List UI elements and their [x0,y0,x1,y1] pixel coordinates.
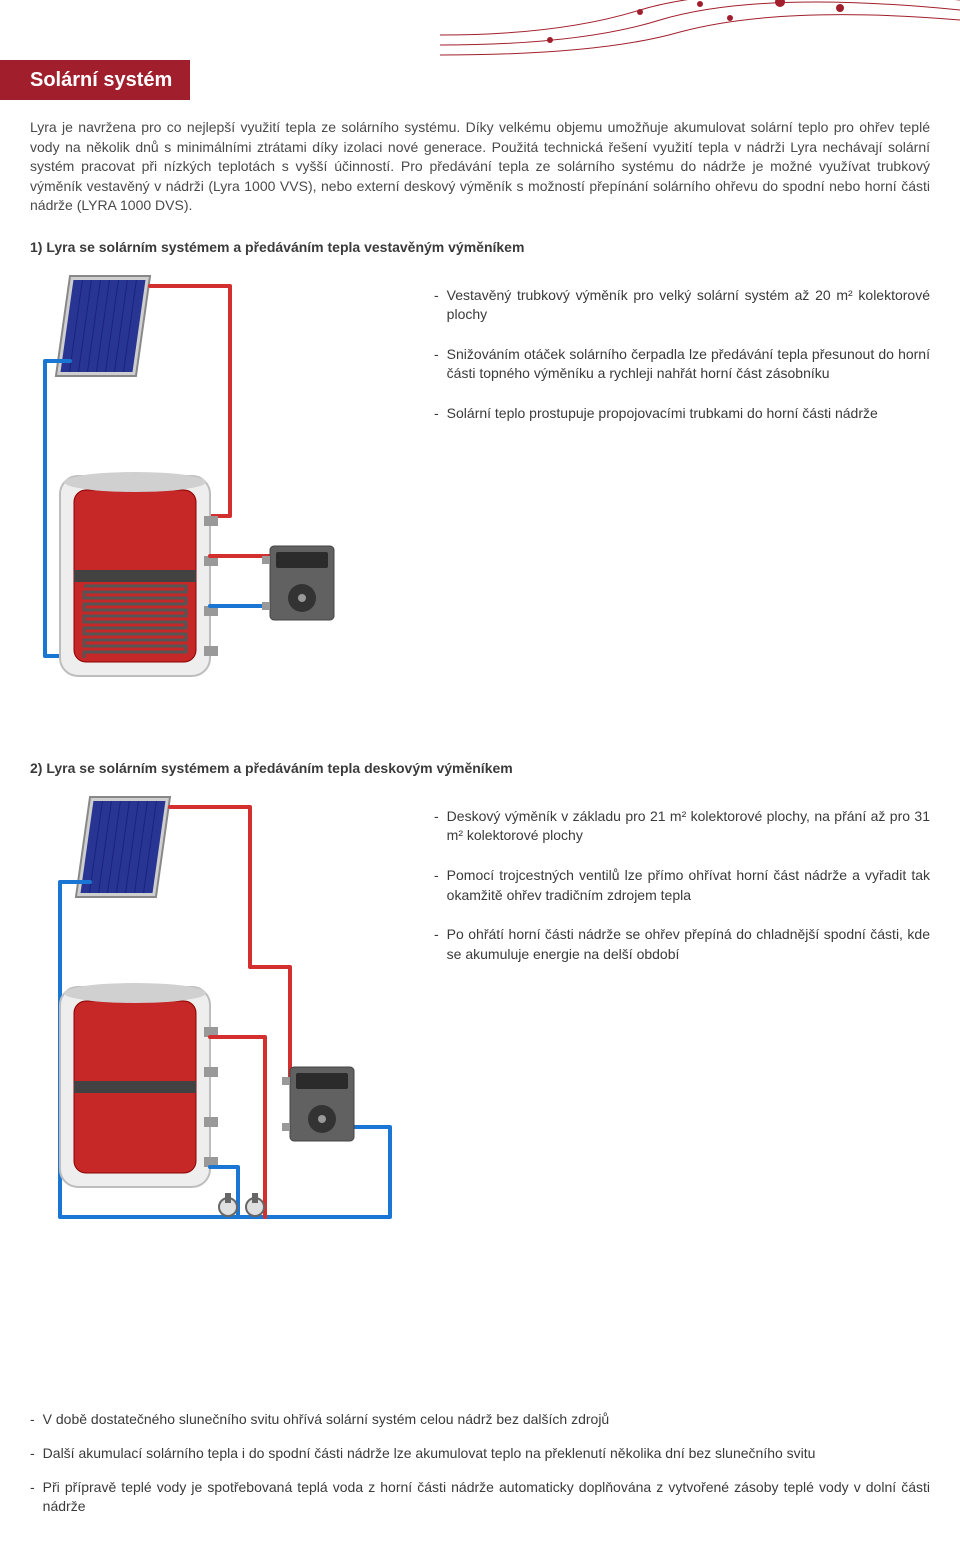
section2: -Deskový výměník v základu pro 21 m² kol… [30,787,930,1243]
bullet: -Pomocí trojcestných ventilů lze přímo o… [434,866,930,905]
section1: -Vestavěný trubkový výměník pro velký so… [30,266,930,712]
bullet: -V době dostatečného slunečního svitu oh… [30,1410,930,1430]
bullet-text: Deskový výměník v základu pro 21 m² kole… [447,807,930,846]
bullet: -Solární teplo prostupuje propojovacími … [434,404,930,424]
diagram-1 [30,266,410,712]
bullet-text: Pomocí trojcestných ventilů lze přímo oh… [447,866,930,905]
bullet-text: Vestavěný trubkový výměník pro velký sol… [447,286,930,325]
bullet: -Vestavěný trubkový výměník pro velký so… [434,286,930,325]
bullet: -Deskový výměník v základu pro 21 m² kol… [434,807,930,846]
section1-heading: 1) Lyra se solárním systémem a předávání… [30,238,930,258]
bullet-text: Snižováním otáček solárního čerpadla lze… [447,345,930,384]
diagram-2 [30,787,410,1243]
bullet-text: Při přípravě teplé vody je spotřebovaná … [43,1478,930,1517]
bullet-text: V době dostatečného slunečního svitu ohř… [43,1410,610,1430]
section2-bullets: -Deskový výměník v základu pro 21 m² kol… [434,787,930,985]
bullet: -Po ohřátí horní části nádrže se ohřev p… [434,925,930,964]
page-title: Solární systém [0,60,190,100]
bullet: -Další akumulací solárního tepla i do sp… [30,1444,930,1464]
header-decoration [0,0,960,60]
bullet: -Snižováním otáček solárního čerpadla lz… [434,345,930,384]
intro-text: Lyra je navržena pro co nejlepší využití… [30,118,930,216]
bullet-text: Další akumulací solárního tepla i do spo… [43,1444,816,1464]
section1-bullets: -Vestavěný trubkový výměník pro velký so… [434,266,930,444]
footer-bullets: -V době dostatečného slunečního svitu oh… [30,1290,930,1516]
bullet-text: Po ohřátí horní části nádrže se ohřev př… [447,925,930,964]
section2-heading: 2) Lyra se solárním systémem a předávání… [30,759,930,779]
bullet: -Při přípravě teplé vody je spotřebovaná… [30,1478,930,1517]
bullet-text: Solární teplo prostupuje propojovacími t… [447,404,878,424]
